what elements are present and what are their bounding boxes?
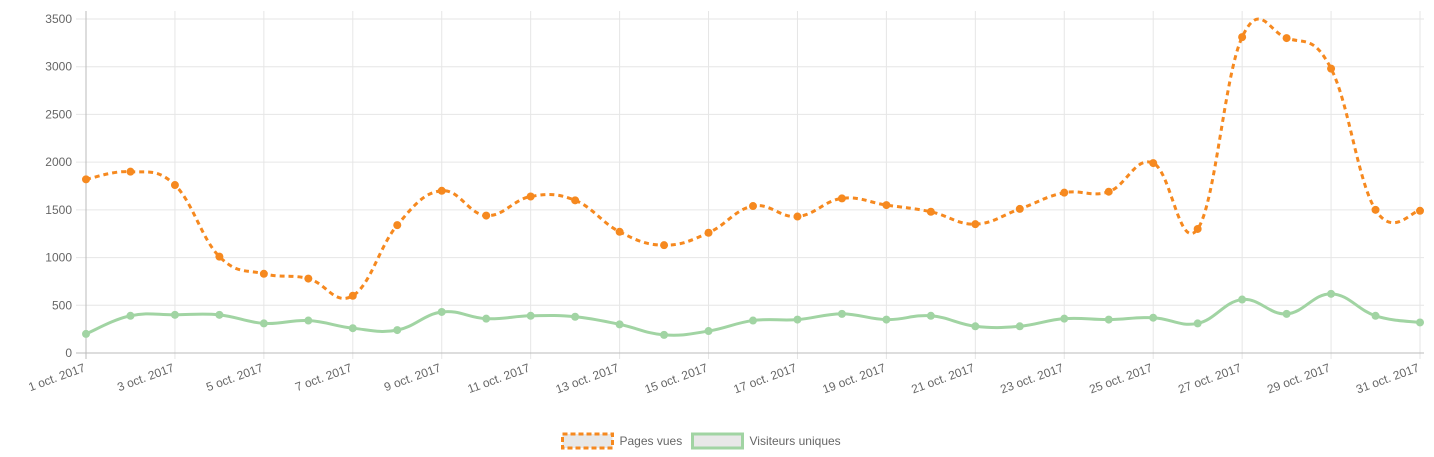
data-point: [482, 211, 491, 220]
x-tick-label: 23 oct. 2017: [998, 361, 1065, 397]
data-point: [1416, 206, 1424, 215]
data-point: [749, 316, 757, 325]
data-point: [837, 309, 846, 318]
data-point: [126, 311, 135, 320]
y-tick-label: 3500: [45, 12, 72, 26]
x-tick-label: 17 oct. 2017: [732, 361, 799, 397]
data-point: [526, 311, 535, 320]
data-point: [526, 192, 535, 201]
x-tick-label: 27 oct. 2017: [1176, 361, 1243, 397]
data-point: [926, 311, 935, 320]
data-point: [1149, 313, 1158, 322]
data-point: [1104, 187, 1113, 196]
data-point: [1282, 34, 1291, 43]
data-point: [1149, 159, 1158, 168]
data-point: [259, 269, 268, 278]
data-point: [1327, 64, 1336, 73]
data-point: [971, 322, 980, 331]
data-point: [882, 315, 891, 324]
data-point: [615, 227, 624, 236]
x-tick-label: 9 oct. 2017: [382, 361, 443, 395]
series-line: [85, 17, 1421, 300]
x-tick-label: 31 oct. 2017: [1354, 361, 1421, 397]
data-point: [1238, 33, 1247, 42]
x-tick-label: 29 oct. 2017: [1265, 361, 1332, 397]
data-point: [971, 220, 980, 229]
data-point: [304, 274, 313, 283]
data-point: [482, 314, 491, 323]
data-point: [1104, 315, 1113, 324]
x-tick-label: 15 oct. 2017: [643, 361, 710, 397]
y-tick-label: 2500: [45, 107, 72, 121]
data-point: [82, 175, 90, 184]
y-tick-label: 2000: [45, 155, 72, 169]
data-point: [170, 181, 179, 190]
legend-label: Visiteurs uniques: [750, 434, 841, 448]
data-point: [926, 207, 935, 216]
data-point: [1238, 295, 1247, 304]
x-tick-label: 13 oct. 2017: [554, 361, 621, 397]
data-point: [660, 330, 669, 339]
data-point: [437, 307, 446, 316]
y-tick-label: 1500: [45, 203, 72, 217]
data-point: [1371, 311, 1380, 320]
x-tick-label: 5 oct. 2017: [204, 361, 265, 395]
x-tick-label: 25 oct. 2017: [1087, 361, 1154, 397]
data-point: [882, 201, 891, 210]
data-point: [215, 310, 224, 319]
data-point: [259, 319, 268, 328]
y-tick-label: 0: [65, 346, 72, 360]
data-point: [170, 310, 179, 319]
x-tick-label: 3 oct. 2017: [115, 361, 176, 395]
legend-swatch: [691, 432, 744, 450]
data-point: [82, 329, 90, 338]
data-point: [1060, 314, 1069, 323]
x-tick-label: 21 oct. 2017: [909, 361, 976, 397]
data-point: [1015, 322, 1024, 331]
data-point: [615, 320, 624, 329]
data-point: [1327, 289, 1336, 298]
x-tick-label: 7 oct. 2017: [293, 361, 354, 395]
y-tick-label: 3000: [45, 60, 72, 74]
data-point: [1282, 309, 1291, 318]
data-point: [704, 228, 713, 237]
data-point: [1416, 318, 1424, 327]
data-point: [348, 324, 357, 333]
data-point: [837, 194, 846, 203]
data-point: [1193, 224, 1202, 233]
data-point: [348, 291, 357, 300]
data-point: [304, 316, 313, 325]
legend-label: Pages vues: [620, 434, 683, 448]
x-tick-label: 11 oct. 2017: [466, 361, 532, 397]
data-point: [126, 167, 135, 176]
data-point: [1060, 188, 1069, 197]
data-point: [571, 196, 580, 205]
x-tick-label: 19 oct. 2017: [821, 361, 888, 397]
legend-swatch: [561, 432, 614, 450]
x-tick-label: 1 oct. 2017: [26, 361, 87, 395]
y-tick-label: 1000: [45, 251, 72, 265]
data-point: [793, 315, 802, 324]
data-point: [571, 312, 580, 321]
data-point: [660, 241, 669, 250]
data-point: [793, 212, 802, 221]
data-point: [1193, 319, 1202, 328]
data-point: [1015, 204, 1024, 213]
series-line: [85, 292, 1421, 337]
data-point: [437, 186, 446, 195]
y-tick-label: 500: [52, 298, 72, 312]
data-point: [704, 327, 713, 336]
data-point: [393, 221, 402, 230]
data-point: [215, 252, 224, 261]
data-point: [1371, 205, 1380, 214]
data-point: [393, 326, 402, 335]
data-point: [749, 202, 757, 211]
